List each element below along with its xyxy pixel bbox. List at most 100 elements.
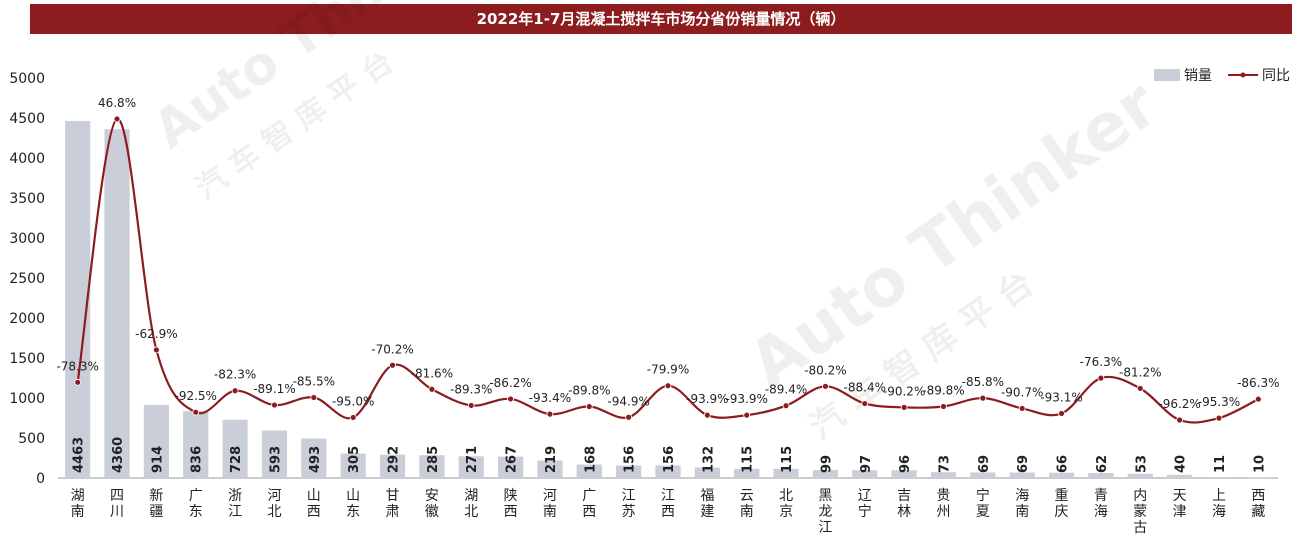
yoy-label: -89.3% <box>450 382 492 396</box>
yoy-point <box>1058 410 1065 417</box>
category-label: 辽宁 <box>858 488 872 520</box>
category-label: 山东 <box>346 488 360 520</box>
category-label: 上海 <box>1212 488 1226 520</box>
category-label: 青海 <box>1094 488 1108 520</box>
yoy-label: -85.5% <box>293 374 335 388</box>
bar <box>576 464 602 478</box>
bar <box>65 120 91 479</box>
bar-value-label: 914 <box>150 446 165 473</box>
bar <box>261 430 288 478</box>
category-label: 河南 <box>543 488 557 520</box>
yoy-label: -82.3% <box>214 368 256 382</box>
yoy-point <box>546 410 554 418</box>
bar-value-label: 292 <box>387 446 402 473</box>
category-label: 新疆 <box>149 488 163 520</box>
legend-item-yoy: 同比 <box>1228 65 1290 85</box>
bar <box>143 404 169 478</box>
bar <box>812 470 839 478</box>
bar-value-label: 96 <box>898 455 913 473</box>
y-tick-label: 4500 <box>9 111 45 127</box>
yoy-point <box>74 378 82 386</box>
legend-label-yoy: 同比 <box>1262 68 1290 84</box>
bar-value-label: 219 <box>544 446 559 473</box>
yoy-point <box>940 403 947 410</box>
category-label: 天津 <box>1173 488 1187 520</box>
y-tick-label: 500 <box>18 431 45 447</box>
bar-value-label: 285 <box>426 446 441 473</box>
bar-value-label: 115 <box>780 446 795 473</box>
yoy-label: -76.3% <box>1080 355 1122 369</box>
yoy-label: -94.9% <box>607 394 649 408</box>
y-tick-label: 0 <box>36 471 45 487</box>
bar-value-label: 40 <box>1174 455 1189 473</box>
yoy-label: -81.2% <box>1119 365 1161 379</box>
category-label: 福建 <box>700 488 714 520</box>
bar-value-label: 53 <box>1134 455 1149 473</box>
yoy-label: -95.3% <box>1198 395 1240 409</box>
yoy-label: -93.4% <box>529 391 571 405</box>
y-tick-label: 1500 <box>9 351 45 367</box>
yoy-label: -80.2% <box>804 363 846 377</box>
bar <box>773 468 799 478</box>
yoy-point <box>1215 414 1223 422</box>
bar-value-label: 305 <box>347 446 362 473</box>
yoy-point <box>585 403 593 410</box>
yoy-label: -93.9% <box>686 392 728 406</box>
bar-value-label: 69 <box>1016 455 1031 473</box>
legend-swatch-line <box>1228 72 1258 78</box>
yoy-label: -95.0% <box>332 394 374 408</box>
category-label: 内蒙古 <box>1133 488 1147 536</box>
category-label: 河北 <box>267 488 281 520</box>
yoy-label: -89.1% <box>253 382 295 396</box>
yoy-point <box>310 394 318 401</box>
yoy-label: -62.9% <box>135 327 177 341</box>
y-axis: 0 500 1000 1500 2000 2500 3000 3500 4000 4500 5000 <box>9 71 1278 487</box>
yoy-point <box>467 402 475 409</box>
yoy-label: 46.8% <box>98 96 136 110</box>
bar <box>104 129 130 478</box>
watermark-text: Auto Thinker <box>143 0 487 161</box>
bar-value-label: 11 <box>1213 455 1228 473</box>
yoy-point <box>1136 385 1144 392</box>
bar-value-label: 267 <box>505 446 520 473</box>
y-tick-label: 1000 <box>9 391 45 407</box>
yoy-point <box>1097 374 1105 382</box>
bar-value-label: 168 <box>583 446 598 473</box>
bar <box>734 468 760 478</box>
yoy-point <box>861 400 869 407</box>
yoy-point <box>625 413 633 421</box>
yoy-label: -89.4% <box>765 383 807 397</box>
bar-value-label: 593 <box>268 446 283 473</box>
category-label: 海南 <box>1015 488 1029 520</box>
bar-value-label: 69 <box>977 455 992 473</box>
y-tick-label: 2000 <box>9 311 45 327</box>
yoy-label: -93.9% <box>725 392 767 406</box>
bar <box>419 455 445 478</box>
bar-value-label: 99 <box>819 455 834 473</box>
bar <box>458 456 484 478</box>
bar <box>1167 474 1193 478</box>
bar <box>222 419 248 478</box>
legend-swatch-bar <box>1154 69 1180 81</box>
bar-value-label: 493 <box>308 446 323 473</box>
bar <box>852 470 878 478</box>
category-label: 甘肃 <box>386 488 400 520</box>
y-tick-label: 2500 <box>9 271 45 287</box>
yoy-point <box>1018 405 1026 412</box>
yoy-point <box>349 414 357 421</box>
yoy-point <box>703 411 711 419</box>
category-label: 广东 <box>189 488 203 520</box>
y-tick-label: 3000 <box>9 231 45 247</box>
chart-title: 2022年1-7月混凝土搅拌车市场分省份销量情况（辆） <box>30 4 1292 34</box>
yoy-point <box>979 394 987 402</box>
bar <box>340 453 366 478</box>
yoy-label: -85.8% <box>962 375 1004 389</box>
category-label: 山西 <box>307 488 321 520</box>
category-label: 四川 <box>110 488 124 520</box>
yoy-label: -96.2% <box>1158 397 1200 411</box>
y-tick-label: 5000 <box>9 71 45 87</box>
x-axis: 湖南四川新疆广东浙江河北山西山东甘肃安徽湖北陕西河南广西江苏江西福建云南北京黑龙… <box>71 487 1266 536</box>
category-label: 宁夏 <box>976 487 990 520</box>
category-label: 安徽 <box>425 488 439 520</box>
legend-item-sales: 销量 <box>1154 65 1212 85</box>
